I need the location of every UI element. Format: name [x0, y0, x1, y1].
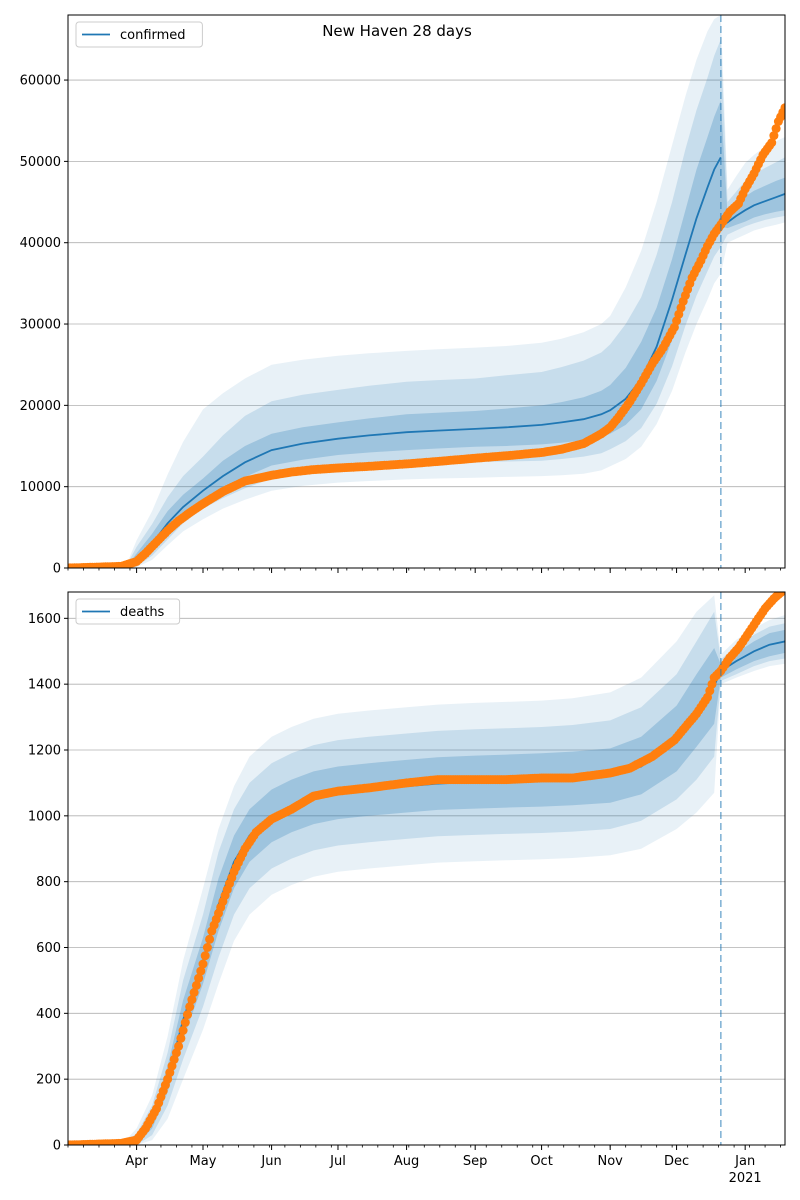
legend-box — [75, 598, 181, 625]
model-line — [68, 156, 785, 568]
y-tick-label: 20000 — [20, 399, 61, 414]
observed-point — [189, 988, 199, 997]
y-tick-label: 0 — [53, 1139, 61, 1154]
x-tick-label: Nov — [597, 1154, 623, 1169]
legend-label: confirmed — [120, 28, 186, 43]
observed-point — [780, 103, 785, 113]
x-tick-label: Dec — [664, 1154, 689, 1169]
y-tick-label: 400 — [36, 1007, 61, 1022]
y-tick-label: 1000 — [28, 809, 61, 824]
legend-box — [75, 21, 203, 48]
observed-point — [178, 1026, 188, 1035]
observed-point — [183, 1010, 192, 1020]
confidence-band-2 — [68, 611, 785, 1145]
observed-point — [198, 959, 208, 969]
deaths-panel: 0 200 400 600 800 1000 1200 1400 1600 Apr May Jun Ju… — [28, 591, 786, 1186]
x-tick-label: Apr — [125, 1154, 148, 1169]
x-tick-label: Jun — [260, 1154, 281, 1169]
x-tick-label: May — [190, 1154, 217, 1169]
observed-point — [771, 124, 781, 134]
y-tick-label: 600 — [36, 941, 61, 956]
x-tick-label: Sep — [463, 1154, 488, 1169]
observed-point — [176, 1033, 186, 1043]
y-tick-label: 0 — [53, 562, 61, 577]
y-tick-label: 1400 — [28, 678, 61, 693]
x-tick-year-label: 2021 — [729, 1171, 762, 1186]
observed-point — [187, 995, 197, 1005]
confidence-band-1 — [68, 100, 785, 568]
x-tick-label: Jul — [329, 1154, 346, 1169]
observed-point — [185, 1002, 195, 1012]
x-tick-label: Jan — [734, 1154, 755, 1169]
observed-point — [191, 980, 201, 990]
y-tick-label: 200 — [36, 1073, 61, 1088]
axes-frame — [67, 591, 786, 1146]
y-tick-label: 40000 — [20, 236, 61, 251]
y-tick-label: 800 — [36, 875, 61, 890]
observed-point — [180, 1018, 190, 1027]
observed-point — [174, 1041, 184, 1051]
observed-point — [194, 973, 204, 983]
observed-point — [205, 934, 215, 944]
plot-area — [68, 592, 785, 1145]
legend-label: deaths — [120, 605, 165, 620]
observed-points — [68, 103, 785, 568]
x-tick-label: Oct — [530, 1154, 552, 1169]
confirmed-panel: 0 10000 20000 30000 40000 50000 60000 confirmed — [20, 14, 786, 577]
legend: deaths — [75, 598, 181, 625]
observed-point — [767, 138, 777, 148]
observed-point — [200, 951, 210, 961]
observed-point — [769, 131, 779, 141]
plot-area — [68, 15, 785, 568]
y-tick-label: 1600 — [28, 612, 61, 627]
y-tick-label: 30000 — [20, 318, 61, 333]
confidence-band-3 — [68, 595, 785, 1145]
y-tick-label: 1200 — [28, 744, 61, 759]
observed-points — [68, 592, 785, 1145]
y-tick-label: 60000 — [20, 74, 61, 89]
observed-point — [196, 966, 206, 976]
x-tick-label: Aug — [394, 1154, 419, 1169]
figure-title: New Haven 28 days — [322, 22, 472, 40]
confidence-band-1 — [68, 629, 785, 1145]
y-tick-label: 10000 — [20, 480, 61, 495]
observed-point — [202, 943, 212, 952]
axes-frame — [67, 14, 786, 569]
legend: confirmed — [75, 21, 203, 48]
y-tick-label: 50000 — [20, 155, 61, 170]
